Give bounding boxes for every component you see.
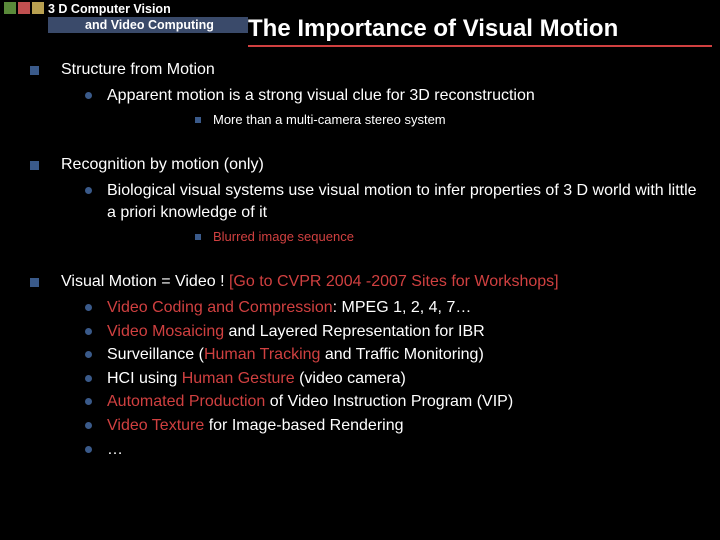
item-pre: Surveillance ( [107, 346, 204, 363]
logo-blocks [4, 2, 44, 14]
item-post: (video camera) [295, 370, 406, 387]
slide-title: The Importance of Visual Motion [248, 15, 618, 43]
bullet-l2: Video Texture for Image-based Rendering [85, 415, 720, 437]
bullet-l3: More than a multi-camera stereo system [195, 112, 720, 129]
dot-bullet-icon [85, 398, 92, 405]
item-pre: HCI using [107, 370, 182, 387]
l2-text: Surveillance (Human Tracking and Traffic… [107, 344, 484, 366]
dot-bullet-icon [85, 328, 92, 335]
dot-bullet-icon [85, 304, 92, 311]
bullet-l2: HCI using Human Gesture (video camera) [85, 368, 720, 390]
vm-prefix: Visual Motion = Video ! [61, 273, 229, 290]
l2-text: Video Coding and Compression: MPEG 1, 2,… [107, 297, 471, 319]
square-bullet-icon [30, 278, 39, 287]
bullet-l3: Blurred image sequence [195, 229, 720, 246]
bullet-l2: Automated Production of Video Instructio… [85, 391, 720, 413]
bullet-l1: Visual Motion = Video ! [Go to CVPR 2004… [30, 272, 720, 460]
dot-bullet-icon [85, 351, 92, 358]
header-text-2: and Video Computing [85, 18, 214, 32]
block-green [4, 2, 16, 14]
item-highlight: Automated Production [107, 393, 265, 410]
l2-text: Apparent motion is a strong visual clue … [107, 85, 535, 107]
block-red [18, 2, 30, 14]
l1-text: Structure from Motion [61, 60, 215, 81]
item-post: and Layered Representation for IBR [224, 323, 485, 340]
block-gold [32, 2, 44, 14]
vm-link: [Go to CVPR 2004 -2007 Sites for Worksho… [229, 273, 559, 290]
title-underline [248, 45, 712, 47]
bullet-l2: Biological visual systems use visual mot… [85, 180, 720, 246]
l3-text: Blurred image sequence [213, 229, 354, 246]
item-highlight: Video Mosaicing [107, 323, 224, 340]
l2-text: Automated Production of Video Instructio… [107, 391, 513, 413]
bullet-l2: Surveillance (Human Tracking and Traffic… [85, 344, 720, 366]
l3-text: More than a multi-camera stereo system [213, 112, 446, 129]
bullet-l1: Structure from Motion Apparent motion is… [30, 60, 720, 129]
dot-bullet-icon [85, 375, 92, 382]
small-square-icon [195, 117, 201, 123]
item-pre: … [107, 441, 123, 458]
l2-text: Video Texture for Image-based Rendering [107, 415, 404, 437]
dot-bullet-icon [85, 187, 92, 194]
l1-text: Recognition by motion (only) [61, 155, 264, 176]
small-square-icon [195, 234, 201, 240]
l2-text: HCI using Human Gesture (video camera) [107, 368, 406, 390]
dot-bullet-icon [85, 422, 92, 429]
l2-text: Video Mosaicing and Layered Representati… [107, 321, 485, 343]
l2-text: … [107, 439, 123, 461]
bullet-l2: Video Coding and Compression: MPEG 1, 2,… [85, 297, 720, 319]
dot-bullet-icon [85, 446, 92, 453]
slide-content: Structure from Motion Apparent motion is… [0, 60, 720, 468]
item-post: of Video Instruction Program (VIP) [265, 393, 513, 410]
header-text-1: 3 D Computer Vision [48, 2, 171, 16]
item-highlight: Human Tracking [204, 346, 321, 363]
item-highlight: Video Coding and Compression [107, 299, 333, 316]
item-post: and Traffic Monitoring) [320, 346, 483, 363]
bullet-l2: Apparent motion is a strong visual clue … [85, 85, 720, 129]
slide-header: 3 D Computer Vision and Video Computing … [0, 0, 720, 48]
square-bullet-icon [30, 161, 39, 170]
l1-text: Visual Motion = Video ! [Go to CVPR 2004… [61, 272, 559, 293]
bullet-l2: Video Mosaicing and Layered Representati… [85, 321, 720, 343]
bullet-l2: … [85, 439, 720, 461]
item-highlight: Video Texture [107, 417, 204, 434]
dot-bullet-icon [85, 92, 92, 99]
item-post: : MPEG 1, 2, 4, 7… [333, 299, 472, 316]
square-bullet-icon [30, 66, 39, 75]
item-post: for Image-based Rendering [204, 417, 403, 434]
l2-text: Biological visual systems use visual mot… [107, 180, 697, 223]
bullet-l1: Recognition by motion (only) Biological … [30, 155, 720, 246]
item-highlight: Human Gesture [182, 370, 295, 387]
